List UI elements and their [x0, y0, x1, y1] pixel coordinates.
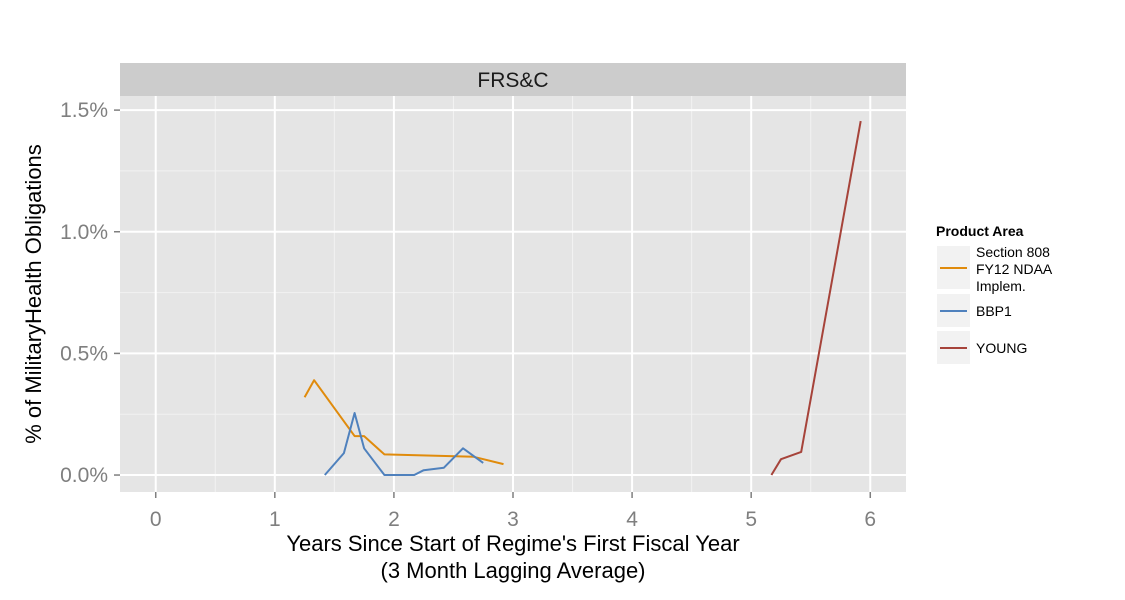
x-tick-label: 6 [864, 508, 876, 531]
facet-title: FRS&C [477, 69, 548, 92]
legend-entry-bbp1: BBP1 [937, 294, 1012, 327]
y-tick-label: 0.0% [60, 464, 108, 487]
legend-label-implem: Implem. [976, 278, 1026, 294]
x-tick-label: 1 [269, 508, 281, 531]
bbp1-line [324, 412, 484, 476]
legend-entry-young: YOUNG [937, 331, 1027, 364]
legend-label-young: YOUNG [976, 340, 1027, 356]
x-tick-label: 5 [745, 508, 757, 531]
young-line [770, 120, 862, 476]
y-tick-label: 1.5% [60, 99, 108, 122]
y-axis: 0.0% 0.5% 1.0% 1.5% [60, 99, 120, 487]
major-grid [120, 96, 906, 492]
x-tick-label: 3 [507, 508, 519, 531]
y-tick-label: 1.0% [60, 221, 108, 244]
series-lines [303, 120, 862, 476]
y-tick-label: 0.5% [60, 342, 108, 365]
legend-entry-section-808: Section 808 FY12 NDAA Implem. [937, 244, 1053, 294]
y-axis-title: % of MilitaryHealth Obligations [21, 144, 46, 444]
x-axis: 0 1 2 3 4 5 6 [150, 492, 876, 531]
legend-label-bbp1: BBP1 [976, 303, 1012, 319]
x-tick-label: 4 [626, 508, 638, 531]
x-axis-title-line-2: (3 Month Lagging Average) [381, 558, 646, 583]
legend-label-section-808: Section 808 [976, 244, 1050, 260]
x-tick-label: 0 [150, 508, 162, 531]
x-axis-title-line-1: Years Since Start of Regime's First Fisc… [286, 531, 739, 556]
legend: Product Area Section 808 FY12 NDAA Imple… [936, 223, 1053, 364]
x-tick-label: 2 [388, 508, 400, 531]
legend-label-fy12-ndaa: FY12 NDAA [976, 261, 1053, 277]
facet-strip [120, 63, 906, 96]
legend-title: Product Area [936, 223, 1024, 239]
